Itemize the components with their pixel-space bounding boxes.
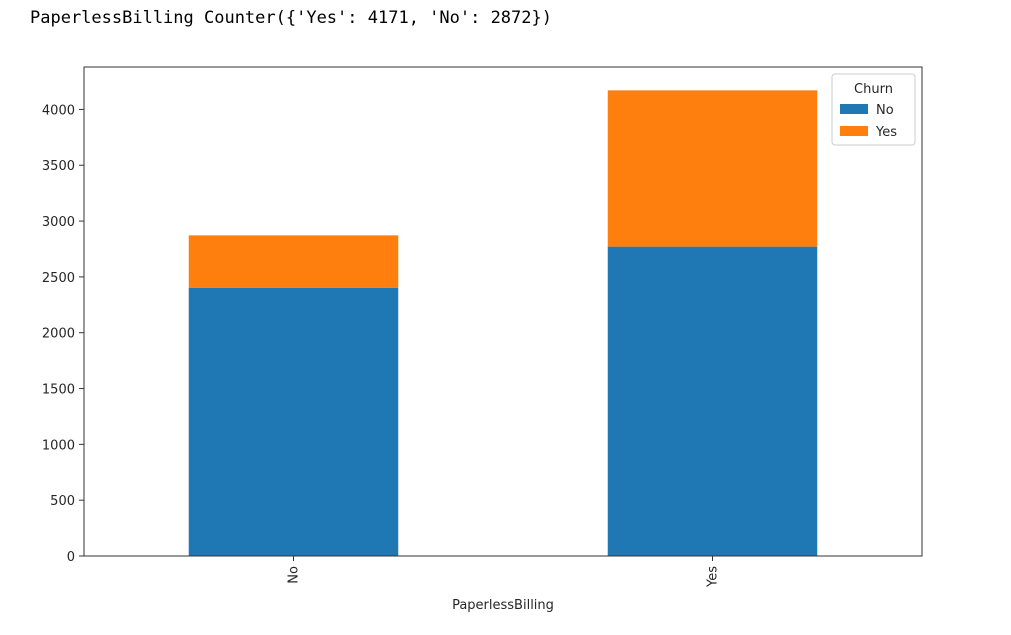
legend-swatch-no [840,104,868,114]
y-tick-label: 2000 [42,327,75,342]
y-tick-label: 500 [50,494,75,509]
plot-frame [83,66,923,557]
y-tick-label: 1500 [42,383,75,398]
x-axis-label: PaperlessBilling [452,598,554,613]
y-tick-label: 3000 [42,215,75,230]
bars [188,90,818,556]
y-tick-label: 1000 [42,438,75,453]
cell-output-text: PaperlessBilling Counter({'Yes': 4171, '… [30,8,552,28]
legend-title: Churn [854,82,893,97]
y-tick-label: 2500 [42,271,75,286]
bar-no-churn-yes [188,235,399,288]
y-tick-label: 4000 [42,103,75,118]
axis-ticks: 0 500 1000 1500 2000 2500 3000 3500 4000 No Yes [42,103,721,588]
legend-swatch-yes [840,126,868,136]
x-tick-label: Yes [706,566,721,588]
legend-label-yes: Yes [875,125,897,140]
bar-no-churn-no [188,287,399,556]
y-tick-label: 3500 [42,159,75,174]
x-tick-label: No [287,566,302,584]
legend-label-no: No [876,103,894,118]
y-tick-label: 0 [67,550,75,565]
bar-yes-churn-no [607,246,818,556]
bar-yes-churn-yes [607,90,818,247]
legend: Churn No Yes [831,73,916,146]
